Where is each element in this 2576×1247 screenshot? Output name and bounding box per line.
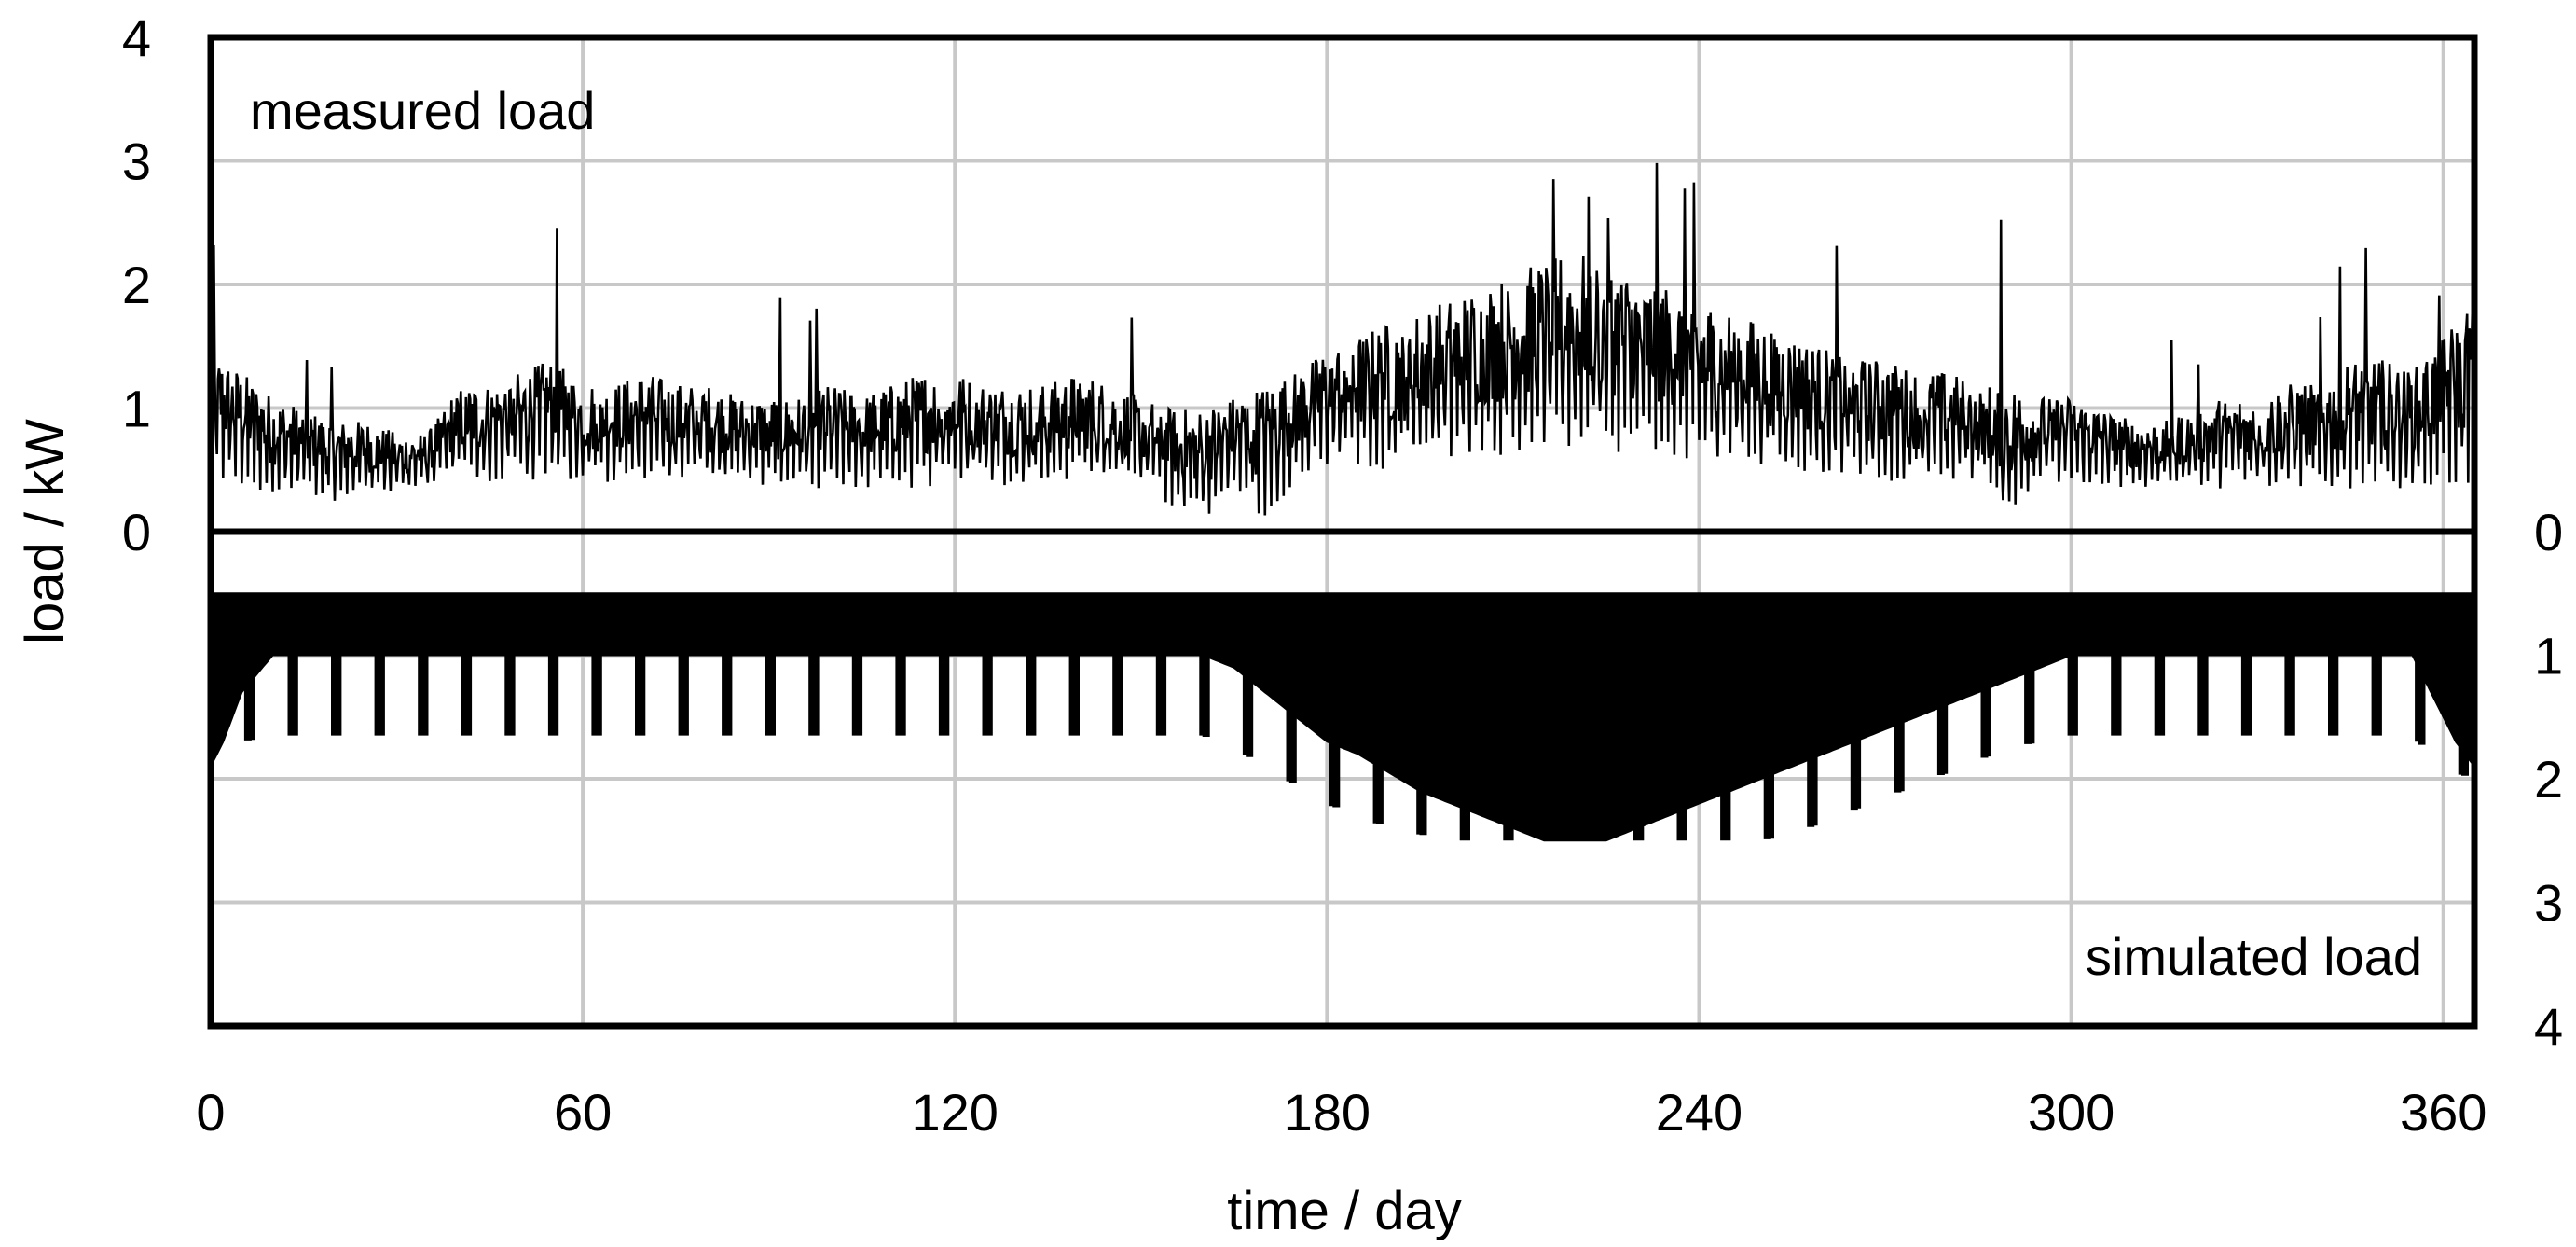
panel-label-simulated: simulated load	[2086, 927, 2422, 986]
x-tick-label: 180	[1284, 1083, 1371, 1142]
y-tick-label-simulated: 0	[2534, 503, 2563, 561]
x-tick-label: 120	[912, 1083, 999, 1142]
x-tick-label: 60	[554, 1083, 612, 1142]
y-tick-label-measured: 4	[122, 8, 151, 67]
series-layer	[209, 162, 2476, 842]
y-tick-label-simulated: 1	[2534, 627, 2563, 686]
x-tick-label: 240	[1656, 1083, 1743, 1142]
simulated-weekend-spikes	[243, 593, 2469, 841]
x-tick-label: 0	[196, 1083, 225, 1142]
y-axis-title: load / kW	[15, 419, 76, 644]
x-axis-title: time / day	[1227, 1181, 1461, 1241]
y-tick-label-simulated: 3	[2534, 874, 2563, 933]
x-tick-label: 360	[2400, 1083, 2486, 1142]
y-tick-label-simulated: 2	[2534, 750, 2563, 809]
y-tick-label-simulated: 4	[2534, 997, 2563, 1056]
y-tick-label-measured: 1	[122, 380, 151, 438]
y-tick-label-measured: 2	[122, 256, 151, 314]
panel-label-measured: measured load	[250, 81, 595, 140]
x-tick-label: 300	[2028, 1083, 2115, 1142]
y-tick-label-measured: 0	[122, 503, 151, 561]
simulated-panel-frame	[207, 528, 2478, 1030]
tick-labels: 0 60 120 180 240 300 360 0 1 2 3 4 0 1 2 3 4	[122, 8, 2563, 1142]
plot-frame	[207, 34, 2478, 1030]
y-tick-label-measured: 3	[122, 132, 151, 191]
measured-load-line	[209, 162, 2476, 516]
